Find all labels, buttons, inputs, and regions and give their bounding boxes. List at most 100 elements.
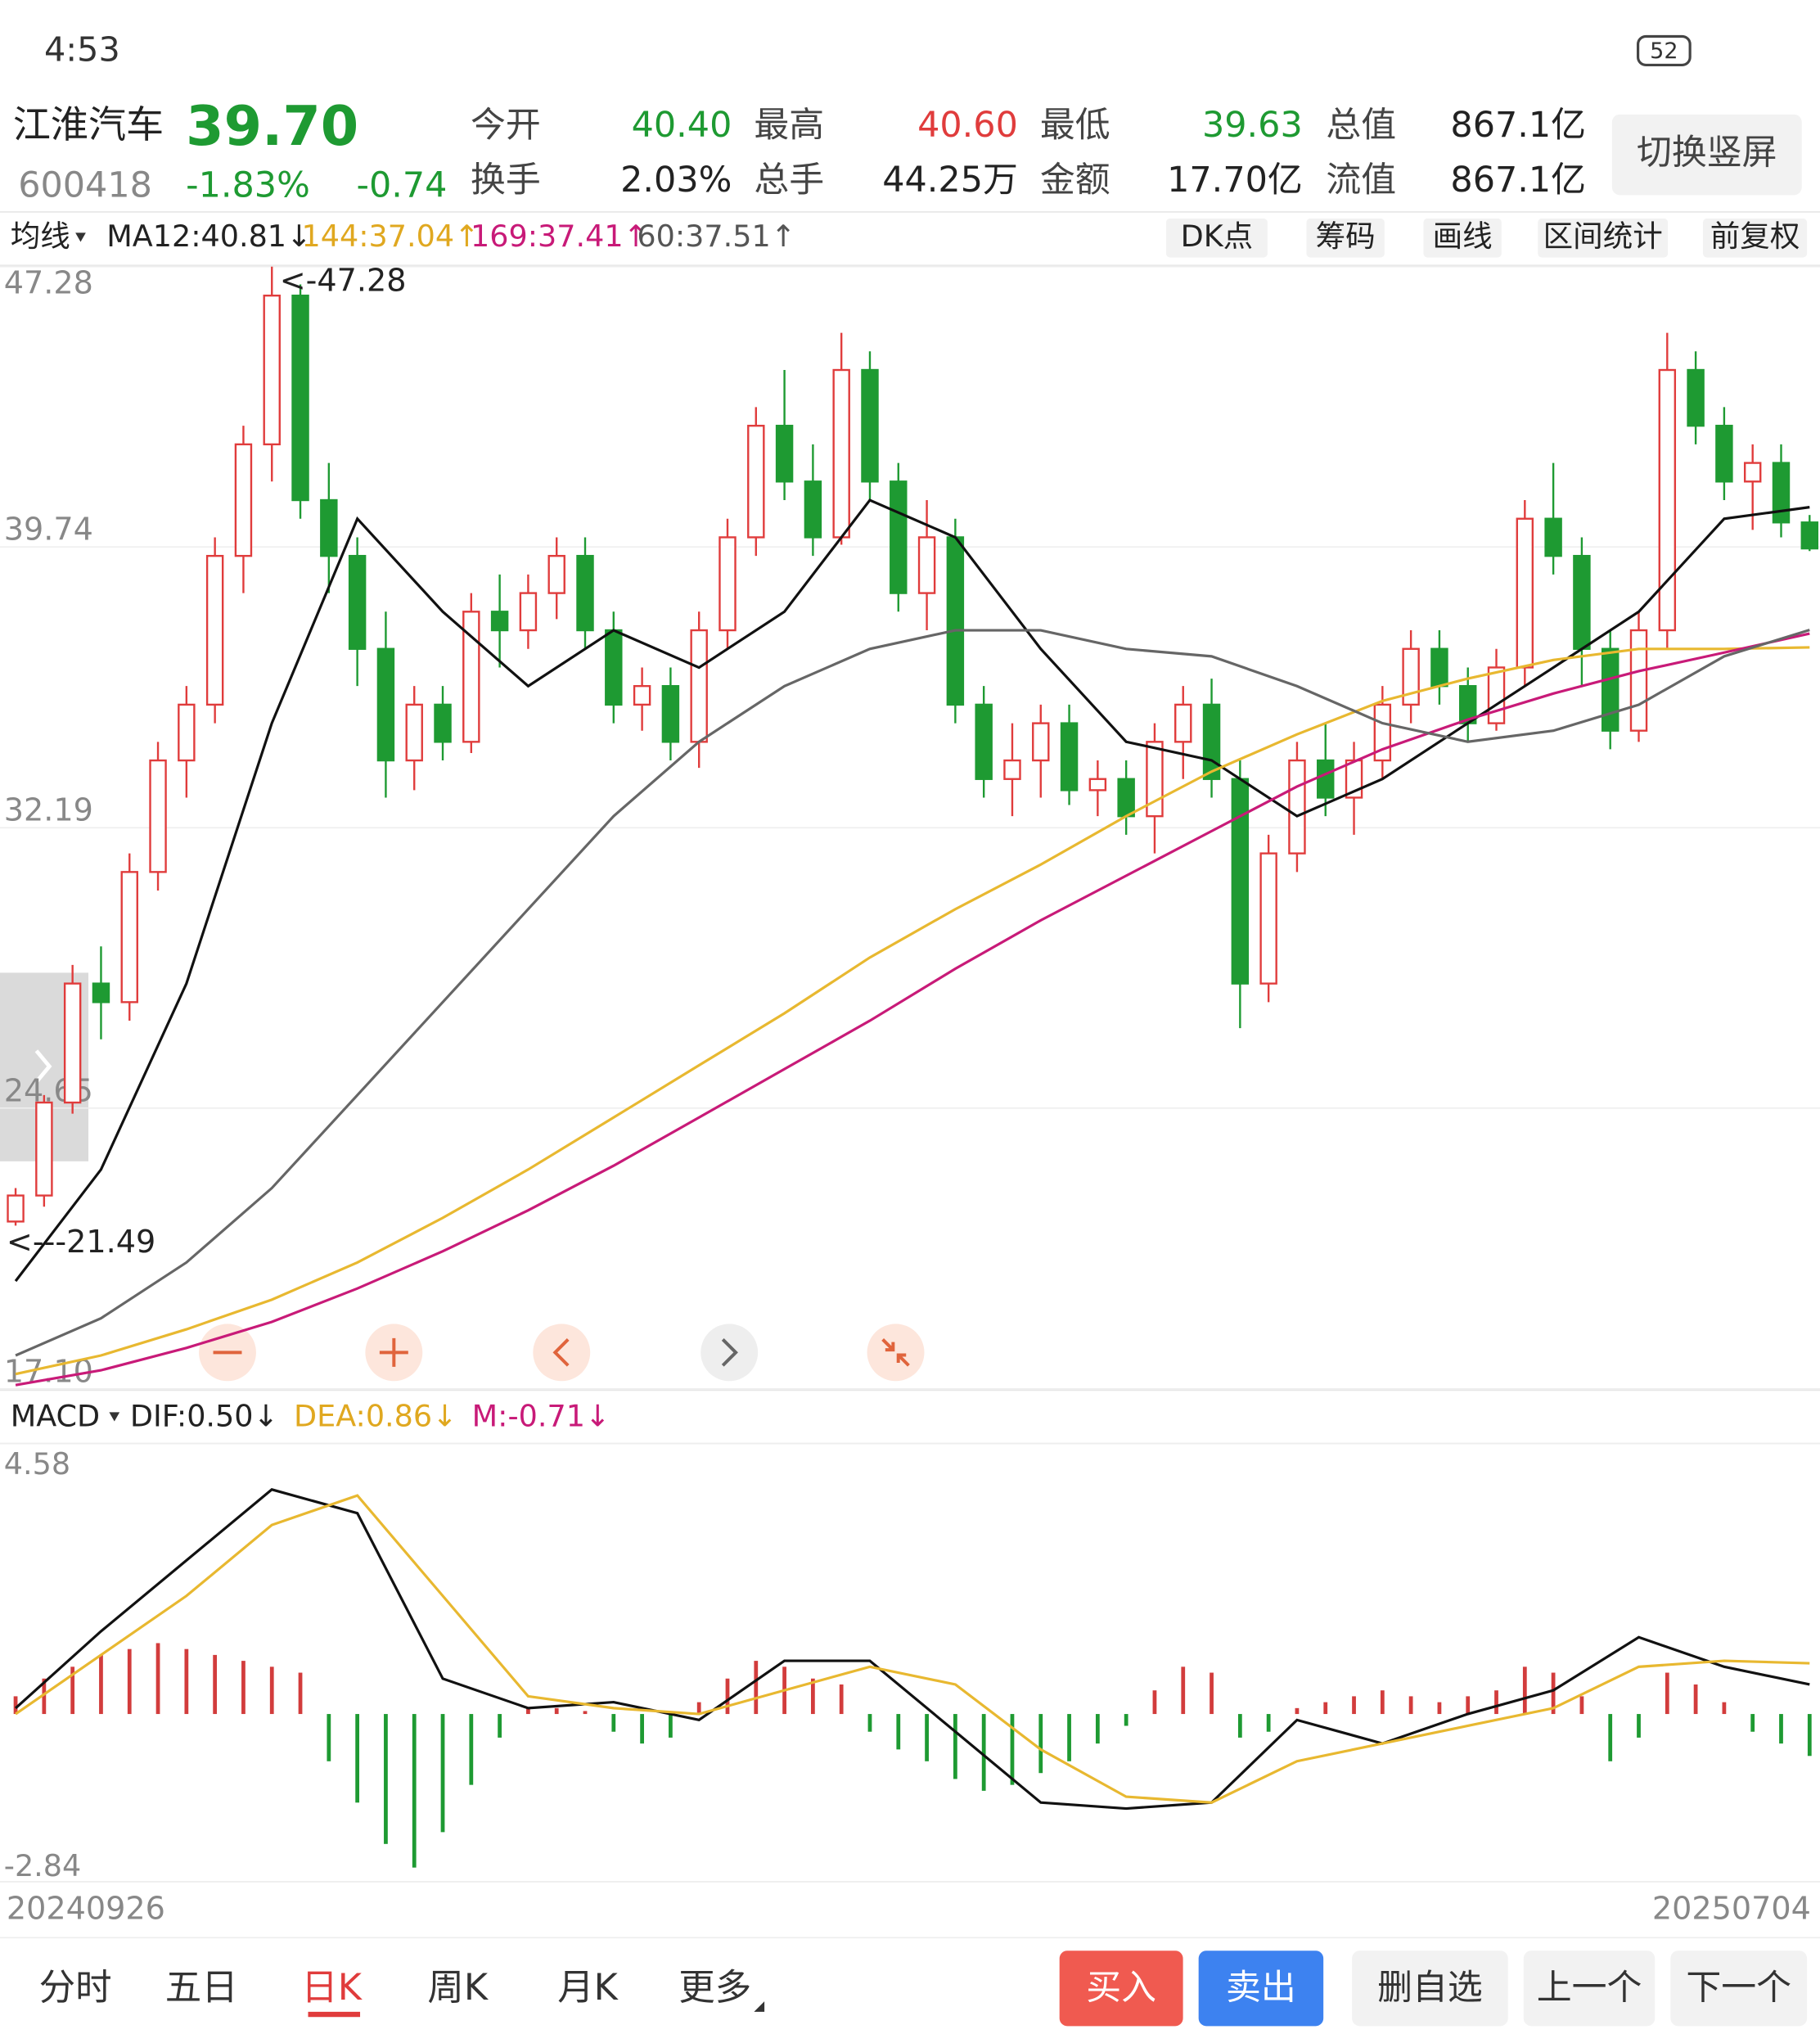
macd-bar xyxy=(13,1696,18,1715)
ma-line xyxy=(14,498,1810,1283)
action-label[interactable]: 上一个 xyxy=(1537,1967,1642,2008)
switch-button[interactable] xyxy=(1611,114,1802,196)
macd-bar xyxy=(1295,1707,1300,1715)
candle-body xyxy=(263,294,281,446)
macd-bar xyxy=(1494,1690,1498,1715)
macd-bar xyxy=(981,1714,986,1791)
tab[interactable]: 周K xyxy=(427,1967,489,2009)
candle-body xyxy=(1544,517,1562,557)
candle-body xyxy=(92,982,110,1003)
switch-button-label[interactable]: 切换竖屏 xyxy=(1637,133,1777,174)
pan-right[interactable] xyxy=(701,1324,759,1382)
candle-body xyxy=(1629,629,1648,732)
macd-bar xyxy=(99,1654,103,1715)
macd-bar xyxy=(498,1714,502,1738)
macd-bar xyxy=(1779,1714,1783,1744)
macd-bar xyxy=(1408,1696,1413,1715)
macd-bar xyxy=(1637,1714,1641,1738)
tool-label[interactable]: 前复权 xyxy=(1710,219,1800,254)
candle-body xyxy=(804,480,822,539)
macd-bar xyxy=(1522,1666,1527,1715)
macd-bar xyxy=(269,1666,274,1715)
candle-body xyxy=(861,368,879,483)
x-tick-label: 20250704 xyxy=(1652,1890,1811,1926)
macd-bar xyxy=(1210,1672,1214,1715)
tool-label[interactable]: DK点 xyxy=(1181,219,1254,254)
y-tick-label: 32.19 xyxy=(4,792,93,828)
change-pct: -1.83% xyxy=(186,165,310,205)
macd-bar xyxy=(640,1714,644,1744)
ma-line xyxy=(15,632,1810,1387)
ma-line xyxy=(15,629,1810,1357)
action-button[interactable] xyxy=(1670,1951,1808,2027)
status-time: 4:53 xyxy=(44,30,120,70)
field-label: 金额 xyxy=(1040,160,1110,201)
tool-button[interactable] xyxy=(1423,218,1502,258)
legend-entry: DEA:0.86↓ xyxy=(294,1398,457,1433)
indicator-selector[interactable]: MACD xyxy=(11,1398,100,1433)
candle-body xyxy=(205,554,224,706)
reset-zoom[interactable] xyxy=(867,1324,925,1382)
macd-bar xyxy=(184,1648,189,1715)
candle-body xyxy=(747,424,765,539)
candle-body xyxy=(1430,647,1448,688)
action-button[interactable] xyxy=(1352,1951,1508,2027)
zoom-controls xyxy=(199,1324,925,1382)
macd-bar xyxy=(327,1714,331,1761)
action-button[interactable] xyxy=(1198,1951,1324,2027)
action-label[interactable]: 下一个 xyxy=(1686,1967,1791,2008)
tab[interactable]: 日K xyxy=(301,1967,363,2009)
macd-bar xyxy=(1067,1714,1071,1761)
action-label[interactable]: 买入 xyxy=(1086,1967,1156,2008)
legend-entry: M:-0.71↓ xyxy=(472,1398,610,1433)
y-tick-label: -2.84 xyxy=(4,1848,81,1883)
candle-body xyxy=(35,1101,53,1197)
macd-bar xyxy=(867,1714,872,1732)
candle-body xyxy=(348,554,367,650)
tool-button[interactable] xyxy=(1165,218,1268,258)
candle-body xyxy=(7,1194,25,1223)
candle-body xyxy=(1088,778,1107,791)
macd-bar xyxy=(355,1714,360,1803)
candle-body xyxy=(1601,647,1620,732)
candle-body xyxy=(1487,666,1506,724)
tool-label[interactable]: 画线 xyxy=(1433,219,1493,254)
tab[interactable]: 分时 xyxy=(39,1967,112,2009)
tool-label[interactable]: 区间统计 xyxy=(1543,219,1663,254)
macd-bar xyxy=(1237,1714,1242,1738)
candle-body xyxy=(434,703,452,743)
action-label[interactable]: 卖出 xyxy=(1226,1967,1296,2008)
tab[interactable]: 五日 xyxy=(165,1967,238,2009)
annotation: <-47.28 xyxy=(280,262,407,298)
action-label[interactable]: 删自选 xyxy=(1377,1967,1483,2008)
macd-bar xyxy=(1608,1714,1613,1761)
legend-entry: MA12:40.81↓ xyxy=(106,219,311,254)
field-label: 最低 xyxy=(1040,105,1110,146)
tool-button[interactable] xyxy=(1538,218,1669,258)
candle-body xyxy=(1743,462,1762,483)
indicator-selector[interactable]: 均线 xyxy=(11,219,70,254)
action-button[interactable] xyxy=(1059,1951,1183,2027)
tab[interactable]: 月K xyxy=(557,1967,619,2009)
tab[interactable]: 更多 xyxy=(678,1967,751,2009)
legend-entry: 144:37.04↑ xyxy=(302,219,480,254)
x-tick-label: 20240926 xyxy=(7,1890,165,1926)
macd-bar xyxy=(42,1678,47,1715)
pan-left[interactable] xyxy=(533,1324,591,1382)
action-button[interactable] xyxy=(1523,1951,1656,2027)
field-value: 2.03% xyxy=(620,160,732,201)
tool-button[interactable] xyxy=(1703,218,1808,258)
candle-body xyxy=(1060,722,1079,791)
candle-body xyxy=(917,536,936,594)
tool-button[interactable] xyxy=(1306,218,1385,258)
candle-body xyxy=(519,592,538,632)
icon xyxy=(881,1338,910,1367)
macd-bar xyxy=(925,1714,929,1761)
macd-bar xyxy=(839,1684,844,1715)
macd-bar xyxy=(1807,1714,1812,1757)
macd-bar xyxy=(526,1707,530,1715)
change: -0.74 xyxy=(357,165,448,205)
legend-entry: 169:37.41↑ xyxy=(471,219,648,254)
tool-label[interactable]: 筹码 xyxy=(1316,219,1376,254)
field-label: 总值 xyxy=(1326,105,1396,146)
